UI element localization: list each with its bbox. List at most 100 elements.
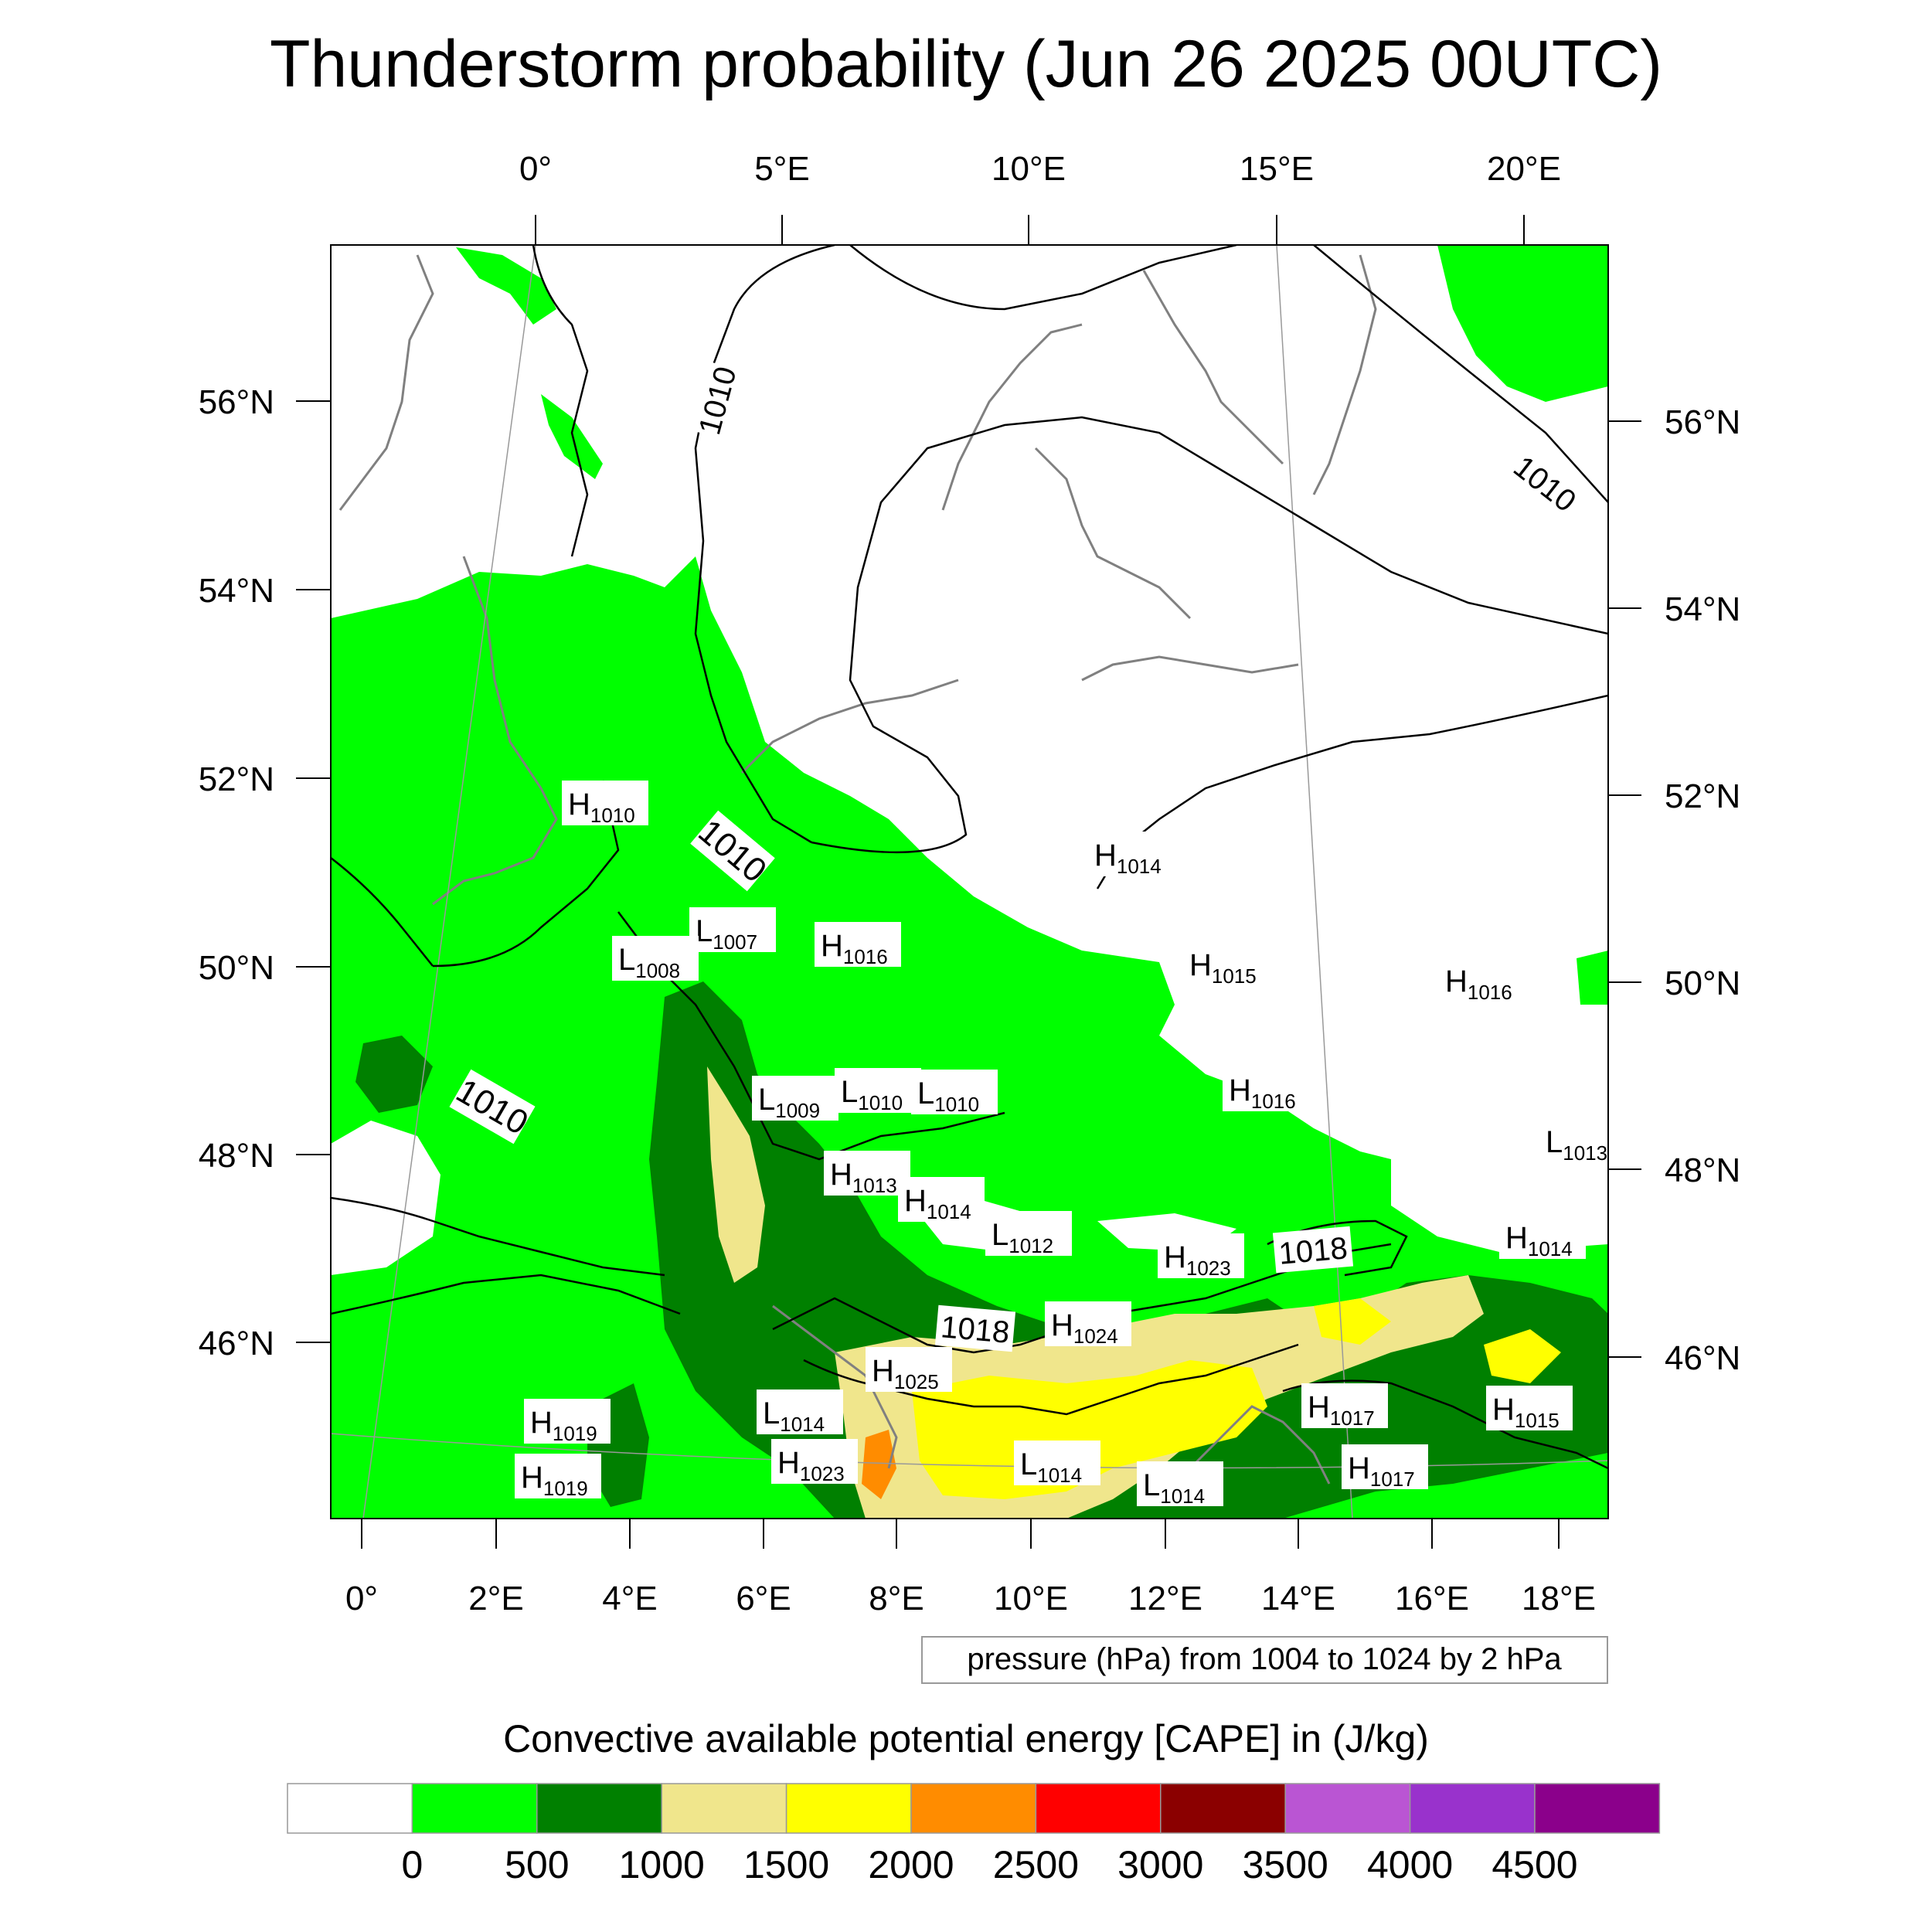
pressure-center-type: L bbox=[917, 1077, 934, 1111]
isobar-west bbox=[331, 857, 434, 967]
pressure-center-value: 1015 bbox=[1515, 1409, 1560, 1432]
pressure-center-box bbox=[524, 1399, 611, 1444]
pressure-center-text: H1016 bbox=[1445, 964, 1512, 1004]
colorbar-swatch bbox=[1160, 1783, 1286, 1834]
cape-region-1000-1500-north bbox=[707, 1066, 765, 1283]
pressure-center-value: 1016 bbox=[843, 945, 888, 968]
pressure-center-label: H1014 bbox=[898, 1177, 985, 1223]
isobar-1010-north bbox=[694, 245, 835, 844]
pressure-center-label: H1023 bbox=[1158, 1233, 1244, 1280]
top-lon-label: 20°E bbox=[1487, 150, 1561, 188]
isobar-1018 bbox=[772, 1243, 1392, 1354]
pressure-center-box bbox=[689, 907, 776, 952]
cape-region-1500-2000-east bbox=[1314, 1298, 1391, 1345]
pressure-center-value: 1010 bbox=[934, 1093, 979, 1116]
pressure-center-type: H bbox=[1189, 948, 1212, 982]
pressure-center-text: H1016 bbox=[1229, 1073, 1296, 1113]
pressure-center-label: L1014 bbox=[757, 1389, 843, 1436]
pressure-center-value: 1019 bbox=[553, 1422, 597, 1445]
pressure-center-value: 1008 bbox=[635, 959, 680, 982]
pressure-center-box bbox=[515, 1454, 601, 1498]
pressure-center-box bbox=[771, 1439, 858, 1484]
pressure-center-label: H1017 bbox=[1301, 1383, 1388, 1430]
colorbar: Convective available potential energy [C… bbox=[287, 1717, 1661, 1886]
meridian-0 bbox=[362, 245, 536, 1519]
pressure-center-value: 1013 bbox=[852, 1174, 897, 1197]
bottom-lon-label: 6°E bbox=[736, 1580, 791, 1617]
pressure-centers: H1010L1007L1008H1016H1014H1015H1016H1016… bbox=[515, 781, 1626, 1508]
colorbar-swatch bbox=[1035, 1783, 1162, 1834]
coastline-netherlands bbox=[740, 679, 959, 774]
cape-gap bbox=[331, 1121, 440, 1275]
pressure-center-label: L1009 bbox=[752, 1076, 838, 1122]
right-latitude-axis: 56°N 54°N 52°N 50°N 48°N 46°N bbox=[1608, 403, 1740, 1377]
pressure-center-text: H1023 bbox=[777, 1446, 845, 1485]
colorbar-swatch bbox=[287, 1783, 413, 1834]
isobar-1010-west bbox=[432, 780, 620, 968]
pressure-center-label: L1012 bbox=[985, 1211, 1072, 1257]
pressure-center-box bbox=[1088, 832, 1175, 876]
pressure-center-type: L bbox=[618, 943, 635, 977]
pressure-center-text: H1010 bbox=[568, 787, 635, 827]
pressure-center-label: L1008 bbox=[612, 936, 699, 982]
pressure-center-box bbox=[752, 1076, 838, 1121]
isobar-balkans bbox=[1282, 1379, 1608, 1470]
pressure-center-type: L bbox=[1546, 1125, 1563, 1159]
colorbar-swatch bbox=[661, 1783, 787, 1834]
pressure-center-box bbox=[562, 781, 648, 825]
pressure-center-label: H1019 bbox=[524, 1399, 611, 1445]
pressure-center-type: L bbox=[992, 1218, 1009, 1252]
pressure-center-value: 1016 bbox=[1251, 1090, 1296, 1113]
isobar-east bbox=[1096, 694, 1608, 889]
pressure-center-box bbox=[1158, 1233, 1244, 1278]
isobar-alps bbox=[803, 1343, 1299, 1416]
isobars bbox=[331, 245, 1608, 1470]
pressure-center-value: 1019 bbox=[543, 1477, 588, 1500]
isobar-label-text: 1018 bbox=[1277, 1231, 1349, 1271]
pressure-center-text: H1014 bbox=[904, 1184, 971, 1223]
colorbar-tick-label: 4000 bbox=[1367, 1843, 1453, 1886]
colorbar-tick-labels: 0 500 1000 1500 2000 2500 3000 3500 4000 4500 bbox=[401, 1843, 1577, 1886]
map-frame bbox=[330, 244, 1609, 1519]
pressure-center-value: 1007 bbox=[713, 930, 757, 954]
pressure-center-text: L1014 bbox=[1020, 1447, 1082, 1487]
coastline-sweden bbox=[1142, 270, 1284, 465]
pressure-center-value: 1014 bbox=[1117, 855, 1162, 878]
pressure-center-text: H1025 bbox=[872, 1354, 939, 1393]
bottom-lon-label: 14°E bbox=[1261, 1580, 1335, 1617]
pressure-center-text: L1014 bbox=[763, 1396, 825, 1436]
pressure-center-value: 1023 bbox=[800, 1462, 845, 1485]
right-lat-label: 54°N bbox=[1665, 590, 1740, 628]
right-lat-label: 50°N bbox=[1665, 964, 1740, 1002]
left-latitude-axis: 56°N 54°N 52°N 50°N 48°N 46°N bbox=[199, 383, 331, 1362]
contour-note: pressure (hPa) from 1004 to 1024 by 2 hP… bbox=[967, 1642, 1562, 1676]
pressure-center-value: 1017 bbox=[1330, 1406, 1375, 1430]
cape-region-1500-2000-far-east bbox=[1484, 1329, 1561, 1383]
pressure-center-type: L bbox=[1020, 1447, 1037, 1481]
pressure-center-box bbox=[911, 1070, 998, 1114]
pressure-center-text: H1014 bbox=[1505, 1221, 1573, 1260]
pressure-center-type: L bbox=[758, 1083, 775, 1117]
pressure-center-text: H1013 bbox=[830, 1158, 897, 1197]
pressure-center-type: H bbox=[1229, 1073, 1251, 1107]
right-lat-label: 48°N bbox=[1665, 1151, 1740, 1189]
isobar-label: 1018 bbox=[934, 1304, 1016, 1352]
isobar-label: 1018 bbox=[1272, 1226, 1354, 1274]
pressure-center-label: H1025 bbox=[866, 1347, 952, 1393]
cape-region-500-1000-west bbox=[355, 1036, 433, 1113]
coastline-adriatic bbox=[1189, 1405, 1331, 1485]
pressure-center-text: L1010 bbox=[917, 1077, 979, 1116]
pressure-center-value: 1024 bbox=[1073, 1325, 1118, 1348]
pressure-center-label: L1014 bbox=[1014, 1440, 1100, 1487]
coastline-denmark bbox=[941, 323, 1083, 511]
pressure-center-label: H1014 bbox=[1088, 832, 1175, 878]
pressure-center-value: 1015 bbox=[1212, 964, 1257, 988]
left-lat-label: 48°N bbox=[199, 1137, 274, 1175]
pressure-center-type: H bbox=[1094, 838, 1117, 872]
bottom-lon-label: 0° bbox=[345, 1580, 378, 1617]
pressure-center-value: 1014 bbox=[780, 1413, 825, 1436]
bottom-lon-label: 16°E bbox=[1395, 1580, 1469, 1617]
bottom-lon-label: 10°E bbox=[994, 1580, 1068, 1617]
colorbar-swatch bbox=[536, 1783, 662, 1834]
